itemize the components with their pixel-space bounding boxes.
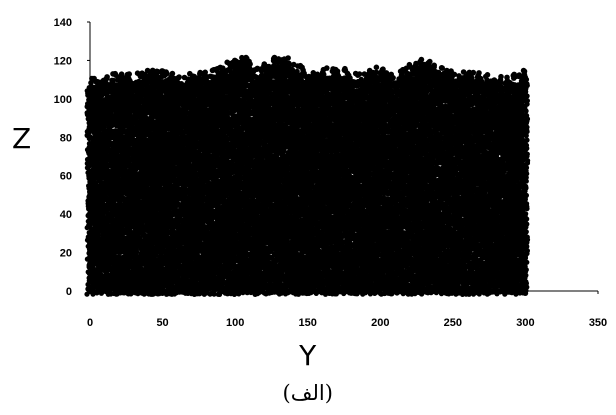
y-tick-label: 80 [60, 132, 72, 144]
x-tick-label: 250 [444, 317, 462, 329]
y-tick-label: 0 [66, 286, 72, 298]
data-point [98, 257, 104, 263]
data-point [101, 85, 107, 91]
data-point [97, 272, 104, 278]
data-point [90, 287, 96, 294]
x-tick-label: 100 [226, 317, 244, 329]
data-points [84, 54, 531, 297]
y-tick-label: 100 [54, 94, 72, 106]
y-tick-label: 120 [54, 55, 72, 67]
y-tick-labels: 0 20 40 60 80 100 120 140 [54, 17, 90, 298]
y-tick-label: 60 [60, 171, 72, 183]
x-tick-label: 150 [299, 317, 317, 329]
y-tick-label: 20 [60, 248, 72, 260]
data-point [96, 121, 102, 127]
x-tick-label: 0 [87, 317, 93, 329]
x-tick-labels: 0 50 100 150 200 250 300 350 [87, 291, 607, 329]
y-tick-label: 140 [54, 17, 72, 29]
data-point [86, 141, 92, 147]
x-tick-label: 200 [371, 317, 389, 329]
y-tick-label: 40 [60, 209, 72, 221]
x-tick-label: 300 [516, 317, 534, 329]
x-tick-label: 350 [589, 317, 607, 329]
x-tick-label: 50 [156, 317, 168, 329]
